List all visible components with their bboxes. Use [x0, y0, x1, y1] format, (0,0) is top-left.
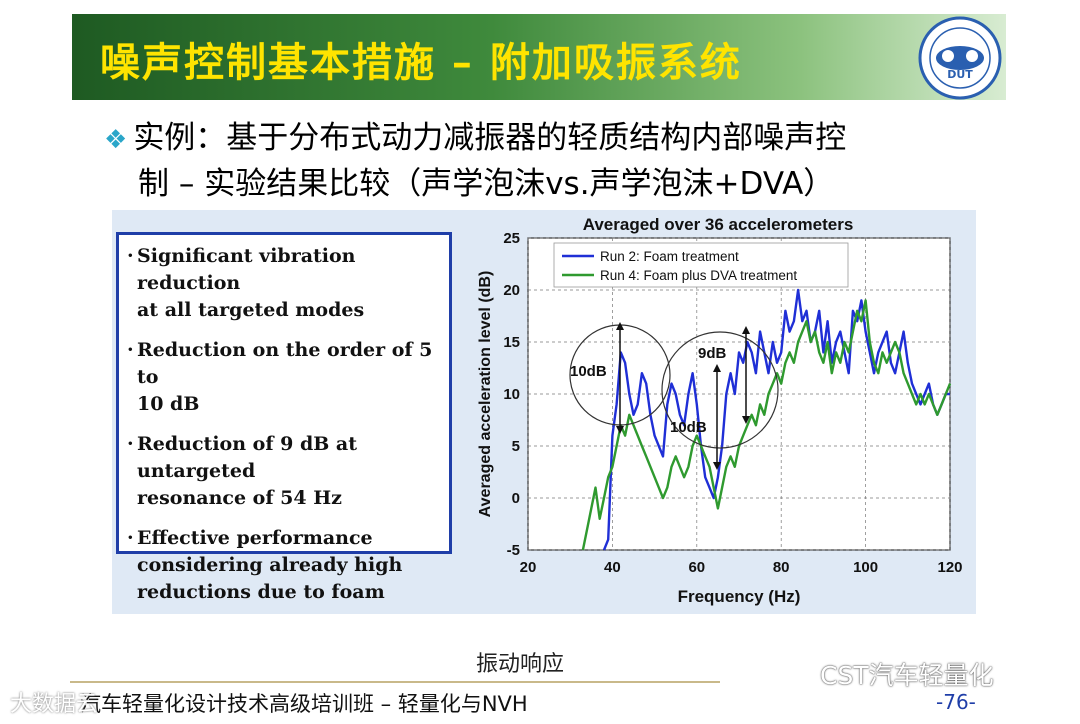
y-tick-label: 15 [503, 334, 520, 351]
legend-label-run4: Run 4: Foam plus DVA treatment [600, 268, 797, 283]
legend-label-run2: Run 2: Foam treatment [600, 249, 739, 264]
university-logo: DUT [918, 16, 1002, 100]
figure-caption: 振动响应 [476, 652, 565, 677]
legend: Run 2: Foam treatment Run 4: Foam plus D… [553, 242, 849, 288]
tick-labels: 20 40 60 80 100 120 -5 0 5 10 15 20 25 [503, 230, 962, 576]
subtitle: ❖ 实例：基于分布式动力减振器的轻质结构内部噪声控 制 – 实验结果比较（声学泡沫… [104, 116, 1004, 206]
bullet-item: · Significant vibration reduction at all … [127, 245, 365, 321]
bullet-box: · Significant vibration reduction at all … [116, 232, 452, 603]
watermark-left: 大数据云 [10, 692, 99, 717]
annotation-label: 9dB [698, 345, 727, 362]
arrow-head [616, 322, 624, 330]
arrow-head [713, 462, 721, 470]
bullet-text: considering already high [137, 554, 403, 576]
x-tick-label: 40 [604, 559, 621, 576]
annotation-label: 10dB [670, 419, 707, 436]
footer-divider [70, 681, 720, 683]
watermark-right: CST汽车轻量化 [820, 661, 994, 690]
annotation-circle [661, 331, 779, 449]
subtitle-line-1: 实例：基于分布式动力减振器的轻质结构内部噪声控 [133, 120, 847, 156]
arrow-head [742, 326, 750, 334]
y-tick-label: 10 [503, 386, 520, 403]
bullet-text: Effective performance [137, 527, 373, 549]
chart-title: Averaged over 36 accelerometers [583, 215, 854, 234]
bullet-item: · Effective performance considering alrea… [127, 527, 403, 603]
footer-text: 汽车轻量化设计技术高级培训班 – 轻量化与NVH [80, 692, 528, 716]
series-run2-line [602, 288, 950, 551]
y-tick-label: 25 [503, 230, 520, 247]
x-tick-label: 100 [853, 559, 878, 576]
series-lines [581, 288, 952, 551]
x-tick-label: 120 [937, 559, 962, 576]
y-tick-label: -5 [507, 542, 520, 559]
x-axis-label: Frequency (Hz) [678, 587, 801, 606]
legend-box [553, 242, 849, 288]
bullet-text: 10 dB [137, 393, 200, 415]
bullet-text: Reduction of 9 dB at untargeted [137, 433, 357, 482]
annotations: 10dB 9dB 10dB [569, 322, 779, 470]
y-tick-label: 20 [503, 282, 520, 299]
bullet-text: resonance of 54 Hz [137, 487, 342, 509]
x-tick-label: 60 [688, 559, 705, 576]
arrow-head [713, 364, 721, 372]
subtitle-line-2: 制 – 实验结果比较（声学泡沫vs.声学泡沫+DVA） [138, 166, 835, 202]
series-run4-line [581, 299, 952, 551]
bullet-text: at all targeted modes [137, 299, 365, 321]
y-tick-label: 0 [512, 490, 520, 507]
bullet-item: · Reduction of 9 dB at untargeted resonan… [127, 433, 357, 509]
frequency-chart: Averaged over 36 accelerometers 20 40 60 80… [477, 215, 963, 606]
y-axis-label: Averaged acceleration level (dB) [477, 271, 494, 518]
logo-text: DUT [947, 68, 973, 81]
bullet-item: · Reduction on the order of 5 to 10 dB [127, 339, 433, 415]
slide-title: 噪声控制基本措施 – 附加吸振系统 [100, 39, 742, 86]
bullet-text: Significant vibration reduction [137, 245, 356, 294]
x-tick-label: 80 [773, 559, 790, 576]
arrow-head [616, 426, 624, 434]
diamond-bullet-icon: ❖ [104, 125, 128, 155]
page-number: -76- [936, 690, 976, 714]
arrow-head [742, 416, 750, 424]
bullet-text: reductions due to foam [137, 581, 385, 603]
annotation-label: 10dB [570, 363, 607, 380]
bullet-text: Reduction on the order of 5 to [137, 339, 433, 388]
x-tick-label: 20 [520, 559, 537, 576]
y-tick-label: 5 [512, 438, 520, 455]
title-bar: 噪声控制基本措施 – 附加吸振系统 [72, 14, 1006, 100]
